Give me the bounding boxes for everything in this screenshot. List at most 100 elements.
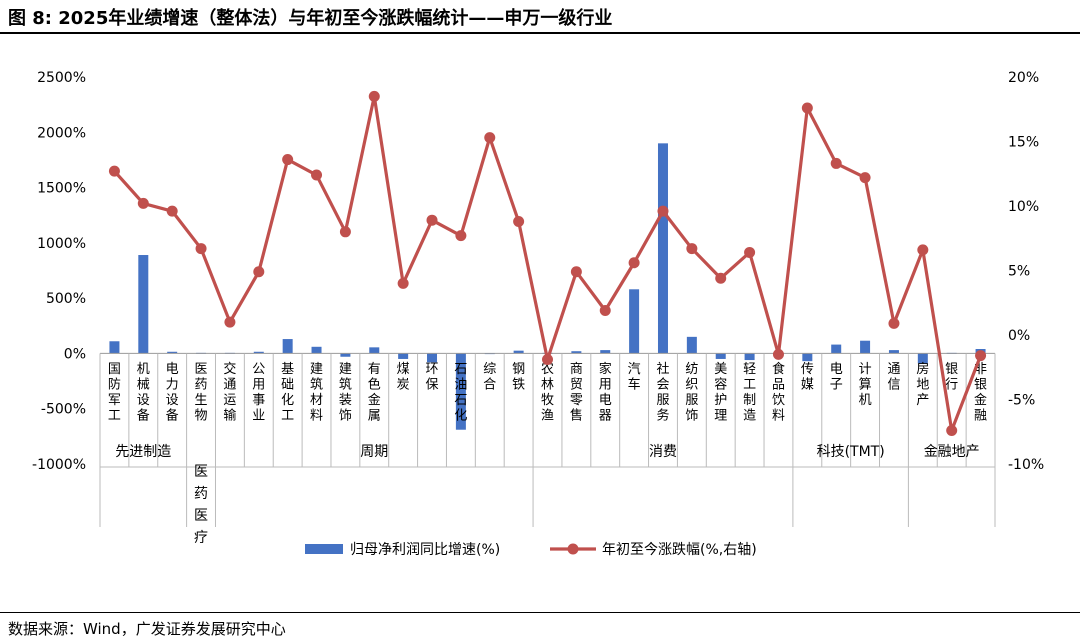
bar [657, 143, 668, 354]
category-label: 轻工制造 [743, 362, 756, 424]
bar [686, 336, 697, 354]
line-point [686, 243, 698, 255]
category-label: 机械设备 [137, 362, 150, 424]
bar [427, 353, 438, 363]
category-label: 社会服务 [656, 361, 669, 424]
line-point [224, 316, 236, 328]
category-label: 有色金属 [368, 362, 381, 424]
line-point [253, 266, 265, 278]
group-label: 科技(TMT) [817, 444, 885, 460]
category-label: 煤炭 [397, 362, 410, 393]
bar [138, 255, 149, 354]
category-label: 交通运输 [223, 361, 236, 424]
group-label: 消费 [649, 444, 677, 460]
line-point [801, 102, 813, 114]
chart: -1000% -500% 0% 500% 1000% 1500% 2000% 2500% -10… [32, 70, 1044, 558]
bar [600, 350, 611, 354]
group-label: 周期 [360, 444, 388, 460]
legend-line-marker [567, 543, 579, 555]
category-label: 食品饮料 [772, 361, 785, 424]
category-label: 传媒 [801, 362, 814, 393]
bar [744, 353, 755, 361]
category-label: 钢铁 [512, 362, 525, 393]
category-label: 电力设备 [166, 362, 179, 424]
line-point [715, 272, 727, 284]
right-axis-tick-label: 10% [1008, 199, 1039, 215]
legend-bar-label: 归母净利润同比增速(%) [350, 541, 500, 558]
right-axis-tick-label: -10% [1008, 457, 1044, 473]
line-point [311, 169, 323, 181]
bar [629, 289, 640, 354]
line-point [339, 226, 351, 238]
line-point [108, 165, 120, 177]
line-point [368, 90, 380, 102]
line-point [657, 205, 669, 217]
line-point [744, 246, 756, 258]
right-axis-tick-label: 15% [1008, 135, 1039, 151]
category-label: 美容护理 [714, 362, 727, 424]
source-note: 数据来源：Wind，广发证券发展研究中心 [8, 620, 286, 638]
line-point [830, 157, 842, 169]
line-point [888, 317, 900, 329]
category-label: 建筑材料 [310, 362, 323, 424]
category-label: 国防军工 [108, 362, 121, 424]
category-label: 商贸零售 [570, 362, 583, 424]
line-point [599, 304, 611, 316]
left-axis-tick-label: -1000% [32, 457, 86, 473]
line-point [282, 154, 294, 166]
category-label: 医药生物 [195, 362, 208, 424]
bar [340, 353, 351, 357]
bar [513, 350, 524, 354]
line-point [426, 214, 438, 226]
bar [715, 353, 726, 359]
category-label: 综合 [483, 362, 496, 393]
source-divider [0, 612, 1080, 613]
category-label: 家用电器 [599, 361, 612, 424]
line-point [772, 348, 784, 360]
left-axis-tick-label: -500% [41, 402, 86, 418]
legend-bar-swatch [305, 544, 343, 554]
right-axis-tick-label: 5% [1008, 264, 1030, 280]
line-point [917, 244, 929, 256]
bar [917, 353, 928, 364]
group-label: 金融地产 [924, 444, 980, 460]
right-axis-tick-label: -5% [1008, 393, 1035, 409]
left-axis-tick-label: 500% [46, 291, 86, 307]
category-label: 石油石化 [454, 362, 467, 424]
category-label: 房地产 [916, 361, 929, 408]
chart-title: 图 8: 2025年业绩增速（整体法）与年初至今涨跌幅统计——申万一级行业 [8, 8, 613, 29]
bar [398, 353, 409, 359]
bar [253, 351, 264, 354]
category-label: 计算机 [859, 362, 872, 408]
right-axis-tick-label: 0% [1008, 328, 1030, 344]
bar [571, 351, 582, 354]
category-label: 纺织服饰 [685, 362, 698, 424]
bar [369, 347, 380, 354]
bar [109, 341, 120, 354]
line-point [859, 172, 871, 184]
left-axis-tick-label: 0% [64, 346, 86, 362]
category-label: 银行 [945, 362, 958, 393]
line-point [542, 354, 553, 366]
bar [282, 339, 293, 354]
category-label: 基础化工 [281, 362, 294, 424]
line-point [946, 424, 958, 436]
bar [311, 346, 322, 354]
category-label: 电子 [830, 362, 843, 393]
category-label: 公用事业 [252, 362, 265, 424]
group-label: 医药医疗 [194, 464, 208, 546]
bar [802, 353, 813, 362]
category-label: 农林牧渔 [541, 362, 554, 424]
line-point [455, 230, 467, 242]
line-point [484, 132, 496, 144]
left-axis-tick-label: 1000% [37, 236, 86, 252]
bar [888, 350, 899, 354]
left-axis-tick-label: 2000% [37, 125, 86, 141]
category-label: 通信 [887, 362, 900, 393]
bar [167, 351, 178, 354]
line-point [975, 350, 987, 362]
category-label: 汽车 [628, 362, 641, 393]
right-axis-tick-label: 20% [1008, 70, 1039, 86]
group-label: 先进制造 [115, 444, 171, 460]
bar [860, 340, 871, 354]
